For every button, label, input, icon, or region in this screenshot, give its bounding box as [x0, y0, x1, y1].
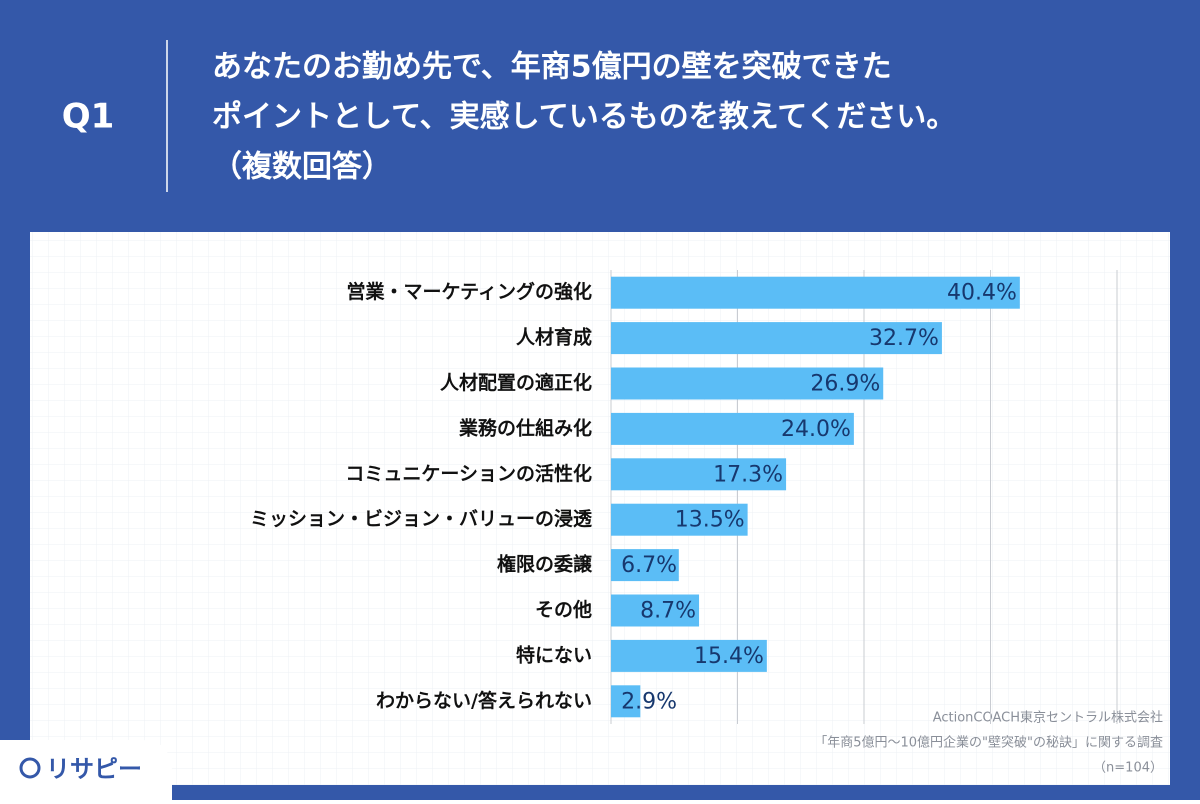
bar: [611, 503, 748, 536]
value-label: 24.0%: [781, 417, 851, 442]
value-label: 40.4%: [947, 281, 1017, 306]
value-label: 32.7%: [869, 326, 939, 351]
bar: [611, 639, 767, 672]
title-line: ポイントとして、実感しているものを教えてください。: [212, 100, 956, 135]
value-label: 2.9%: [621, 689, 677, 714]
source: （n=104）: [1093, 761, 1163, 776]
category-label: 人材配置の適正化: [440, 371, 592, 394]
value-label: 26.9%: [810, 372, 880, 397]
bar: [611, 276, 1020, 309]
category-label: わからない/答えられない: [376, 689, 592, 712]
question-label: Q1: [62, 97, 115, 137]
value-label: 13.5%: [675, 508, 745, 533]
bar: [611, 412, 854, 445]
source: ActionCOACH東京セントラル株式会社: [933, 710, 1163, 726]
value-label: 15.4%: [694, 644, 764, 669]
title-line: あなたのお勤め先で、年商5億円の壁を突破できた: [212, 50, 892, 85]
category-label: 業務の仕組み化: [458, 416, 592, 439]
value-label: 17.3%: [713, 462, 783, 487]
logo-icon: [19, 757, 41, 779]
logo: リサピー: [46, 755, 142, 783]
bar: [611, 685, 641, 718]
bar: [611, 367, 884, 400]
bar: [611, 549, 679, 582]
bar: [611, 322, 942, 355]
category-label: ミッション・ビジョン・バリューの浸透: [250, 508, 593, 530]
category-label: 特にない: [516, 644, 592, 666]
value-label: 8.7%: [640, 599, 696, 624]
category-label: 権限の委譲: [497, 553, 593, 576]
category-label: その他: [535, 598, 592, 621]
bar: [611, 458, 787, 491]
panel-grid: [30, 232, 1170, 785]
title-line: （複数回答）: [212, 150, 392, 185]
category-label: 営業・マーケティングの強化: [347, 280, 592, 303]
bar: [611, 594, 700, 627]
logo-badge: [0, 740, 172, 800]
category-label: 人材育成: [516, 326, 592, 349]
source: 「年商5億円〜10億円企業の"壁突破"の秘訣」に関する調査: [814, 735, 1163, 751]
value-label: 6.7%: [621, 553, 677, 578]
category-label: コミュニケーションの活性化: [345, 462, 592, 485]
